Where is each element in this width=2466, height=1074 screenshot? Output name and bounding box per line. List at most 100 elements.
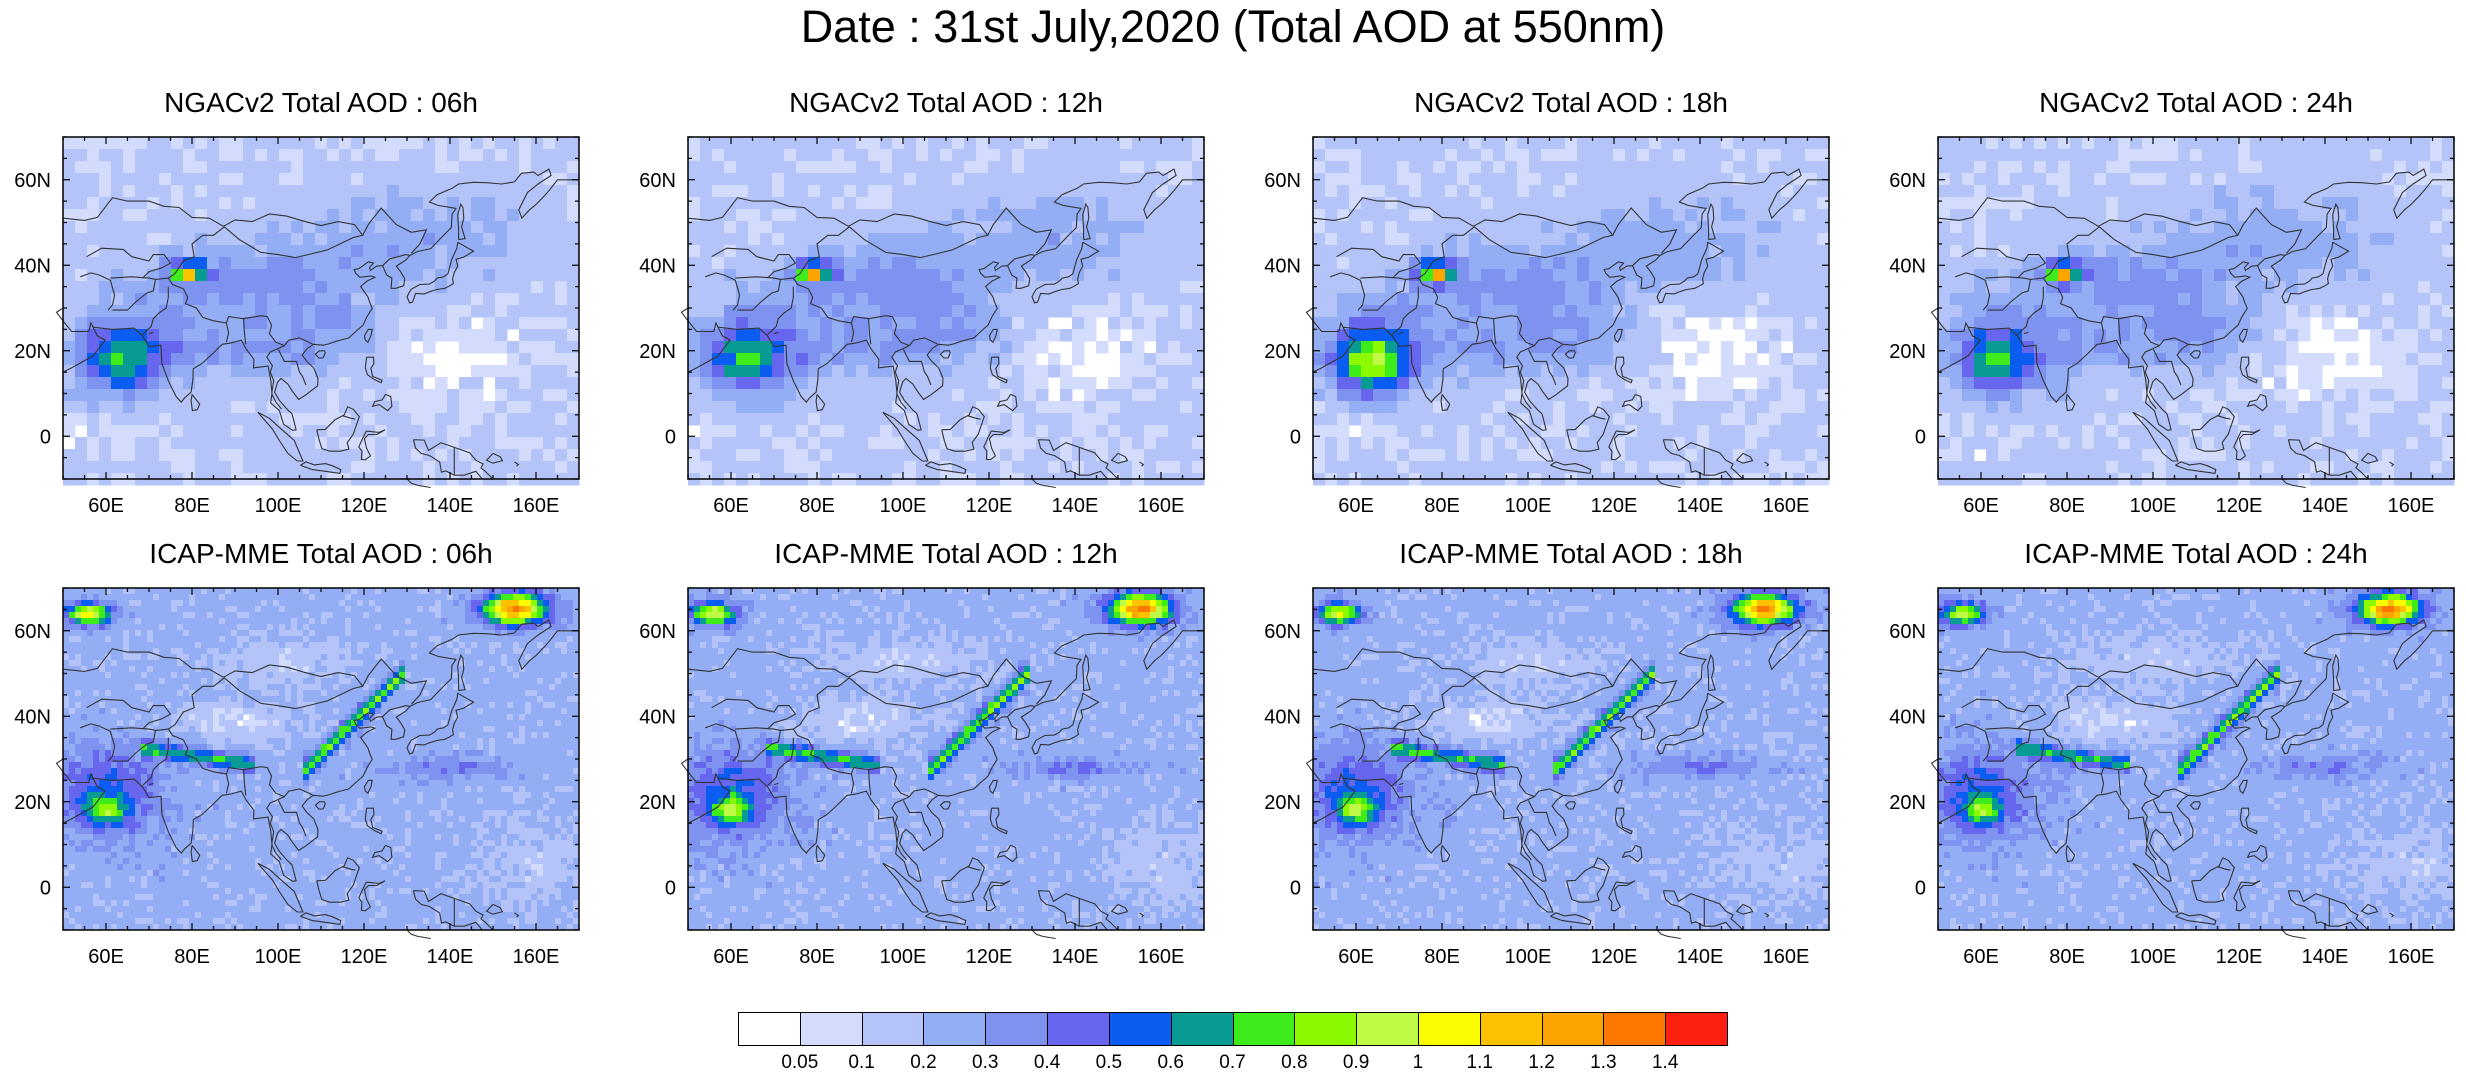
lat-tick-label: 20N — [14, 792, 51, 814]
lon-tick-label: 60E — [88, 946, 124, 968]
lat-tick-label: 0 — [40, 877, 51, 899]
lat-tick-label: 20N — [1889, 792, 1926, 814]
lon-tick-label: 60E — [1963, 946, 1999, 968]
lon-tick-label: 140E — [427, 946, 474, 968]
lat-tick-label: 20N — [1264, 792, 1301, 814]
lon-tick-label: 60E — [713, 495, 749, 517]
lon-tick-label: 120E — [966, 946, 1013, 968]
aod-field — [1313, 137, 1830, 486]
colorbar-swatch — [1542, 1012, 1605, 1046]
colorbar-swatch — [1418, 1012, 1481, 1046]
lat-tick-label: 0 — [665, 877, 676, 899]
lon-tick-label: 80E — [1424, 495, 1460, 517]
panel-title: NGACv2 Total AOD : 12h — [688, 86, 1204, 120]
lat-tick-label: 60N — [1889, 621, 1926, 643]
lon-tick-label: 80E — [174, 495, 210, 517]
lon-tick-label: 160E — [513, 495, 560, 517]
lon-tick-label: 80E — [799, 946, 835, 968]
colorbar-swatch — [800, 1012, 863, 1046]
colorbar-swatch — [1294, 1012, 1357, 1046]
lon-tick-label: 60E — [1963, 495, 1999, 517]
lon-tick-label: 100E — [255, 495, 302, 517]
panel-title: ICAP-MME Total AOD : 18h — [1313, 537, 1829, 571]
panel-title: NGACv2 Total AOD : 06h — [63, 86, 579, 120]
lon-tick-label: 120E — [1591, 946, 1638, 968]
lat-tick-label: 0 — [1915, 426, 1926, 448]
lat-tick-label: 60N — [1889, 170, 1926, 192]
lon-tick-label: 140E — [1052, 946, 1099, 968]
lon-tick-label: 160E — [2388, 946, 2435, 968]
colorbar-swatch — [923, 1012, 986, 1046]
lat-tick-label: 60N — [639, 170, 676, 192]
lat-tick-label: 60N — [14, 621, 51, 643]
lon-tick-label: 120E — [1591, 495, 1638, 517]
lat-tick-label: 60N — [1264, 621, 1301, 643]
lon-tick-label: 160E — [1138, 495, 1185, 517]
lat-tick-label: 60N — [1264, 170, 1301, 192]
lat-tick-label: 40N — [1264, 255, 1301, 277]
colorbar-swatch — [862, 1012, 925, 1046]
lon-tick-label: 160E — [1763, 495, 1810, 517]
colorbar-swatch — [1356, 1012, 1419, 1046]
lon-tick-label: 80E — [2049, 946, 2085, 968]
colorbar-swatch — [738, 1012, 801, 1046]
lon-tick-label: 60E — [88, 495, 124, 517]
figure-title: Date : 31st July,2020 (Total AOD at 550n… — [0, 2, 2466, 52]
lon-tick-label: 120E — [341, 495, 388, 517]
aod-field — [688, 588, 1205, 931]
lon-tick-label: 80E — [174, 946, 210, 968]
lat-tick-label: 0 — [1290, 426, 1301, 448]
aod-field — [1938, 588, 2455, 931]
lat-tick-label: 40N — [1889, 706, 1926, 728]
lon-tick-label: 100E — [2130, 946, 2177, 968]
lon-tick-label: 80E — [2049, 495, 2085, 517]
lat-tick-label: 20N — [14, 341, 51, 363]
lat-tick-label: 0 — [665, 426, 676, 448]
colorbar-swatch — [985, 1012, 1048, 1046]
lat-tick-label: 0 — [1915, 877, 1926, 899]
aod-field — [63, 588, 580, 931]
lon-tick-label: 140E — [1677, 495, 1724, 517]
aod-field — [1313, 588, 1830, 931]
colorbar-swatch — [1665, 1012, 1728, 1046]
lat-tick-label: 20N — [1264, 341, 1301, 363]
lon-tick-label: 80E — [1424, 946, 1460, 968]
colorbar-swatch — [1603, 1012, 1666, 1046]
lon-tick-label: 120E — [2216, 946, 2263, 968]
lon-tick-label: 120E — [966, 495, 1013, 517]
lon-tick-label: 120E — [2216, 495, 2263, 517]
lon-tick-label: 160E — [1138, 946, 1185, 968]
panel-title: NGACv2 Total AOD : 24h — [1938, 86, 2454, 120]
panel-title: NGACv2 Total AOD : 18h — [1313, 86, 1829, 120]
lat-tick-label: 0 — [1290, 877, 1301, 899]
lon-tick-label: 140E — [2302, 946, 2349, 968]
panel-title: ICAP-MME Total AOD : 24h — [1938, 537, 2454, 571]
panel-title: ICAP-MME Total AOD : 06h — [63, 537, 579, 571]
lon-tick-label: 100E — [2130, 495, 2177, 517]
colorbar-swatch — [1109, 1012, 1172, 1046]
lon-tick-label: 140E — [1052, 495, 1099, 517]
lat-tick-label: 40N — [639, 255, 676, 277]
lon-tick-label: 160E — [513, 946, 560, 968]
lon-tick-label: 80E — [799, 495, 835, 517]
aod-colorbar — [738, 1012, 1727, 1046]
lat-tick-label: 20N — [1889, 341, 1926, 363]
lon-tick-label: 140E — [1677, 946, 1724, 968]
lat-tick-label: 0 — [40, 426, 51, 448]
lon-tick-label: 160E — [2388, 495, 2435, 517]
lon-tick-label: 100E — [1505, 495, 1552, 517]
lon-tick-label: 160E — [1763, 946, 1810, 968]
